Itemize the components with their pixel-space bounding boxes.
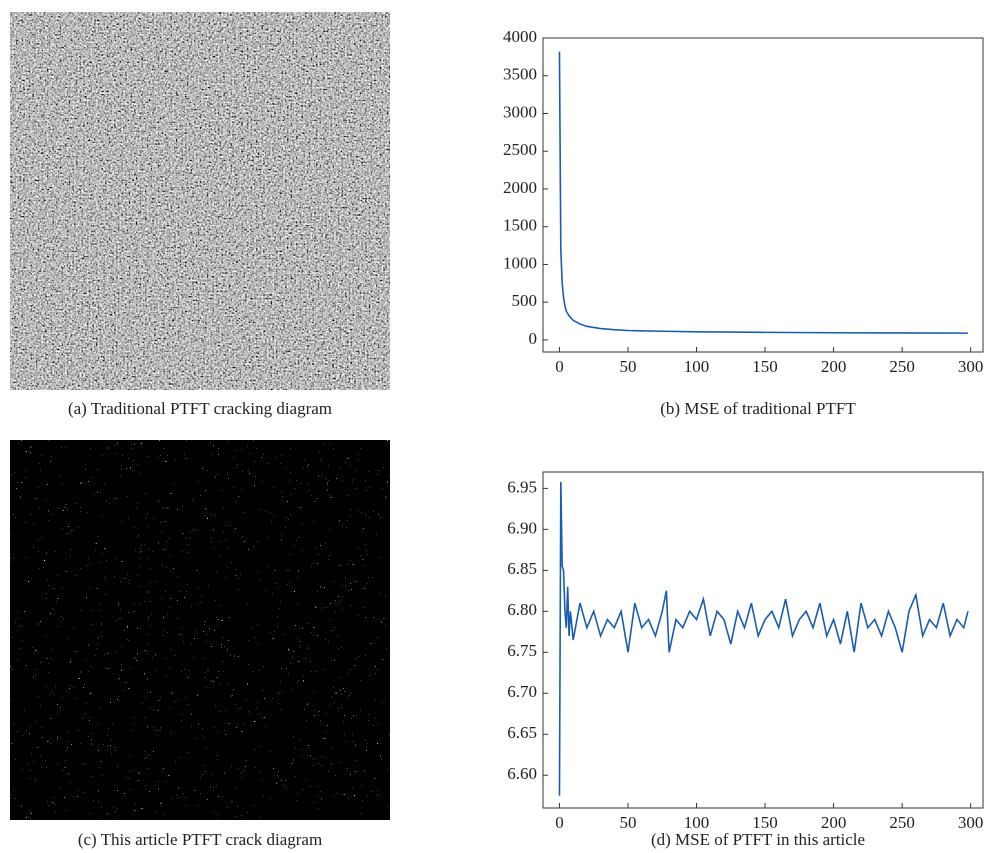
plot-frame: [542, 471, 984, 809]
y-tick-label: 0: [529, 329, 538, 348]
x-tick-label: 0: [555, 357, 564, 376]
y-tick-label: 6.80: [507, 600, 537, 619]
x-tick-label: 200: [821, 813, 847, 832]
x-tick-label: 250: [889, 813, 915, 832]
x-tick-label: 150: [752, 357, 778, 376]
plot-frame: [542, 37, 984, 353]
x-tick-label: 100: [684, 357, 710, 376]
x-tick-label: 150: [752, 813, 778, 832]
x-tick-label: 200: [821, 357, 847, 376]
y-tick-label: 6.70: [507, 682, 537, 701]
x-tick-label: 300: [958, 813, 984, 832]
x-tick-label: 100: [684, 813, 710, 832]
caption: (b) MSE of traditional PTFT: [660, 399, 856, 418]
y-tick-label: 6.60: [507, 764, 537, 783]
y-tick-label: 1500: [503, 216, 537, 235]
y-tick-label: 6.65: [507, 723, 537, 742]
caption: (c) This article PTFT crack diagram: [78, 830, 322, 849]
y-tick-label: 2500: [503, 140, 537, 159]
y-tick-label: 500: [512, 291, 538, 310]
x-tick-label: 300: [958, 357, 984, 376]
y-tick-label: 6.85: [507, 559, 537, 578]
y-tick-label: 3500: [503, 65, 537, 84]
y-tick-label: 1000: [503, 253, 537, 272]
image-a: [10, 12, 390, 390]
caption: (d) MSE of PTFT in this article: [651, 830, 865, 849]
x-tick-label: 250: [889, 357, 915, 376]
y-tick-label: 2000: [503, 178, 537, 197]
caption: (a) Traditional PTFT cracking diagram: [68, 399, 332, 418]
data-line: [558, 481, 969, 796]
y-tick-label: 3000: [503, 102, 537, 121]
x-tick-label: 50: [619, 813, 636, 832]
y-tick-label: 6.90: [507, 518, 537, 537]
y-tick-label: 6.95: [507, 477, 537, 496]
data-line: [558, 51, 968, 334]
y-tick-label: 6.75: [507, 641, 537, 660]
x-tick-label: 0: [555, 813, 564, 832]
y-tick-label: 4000: [503, 27, 537, 46]
x-tick-label: 50: [619, 357, 636, 376]
image-c: [10, 440, 390, 820]
